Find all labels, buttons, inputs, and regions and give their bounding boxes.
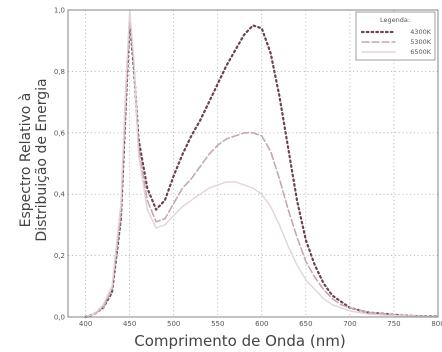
series-layer xyxy=(84,9,440,319)
y-tick-label: 1,0 xyxy=(54,7,65,15)
y-tick-label: 0,4 xyxy=(54,191,66,199)
x-tick-label: 650 xyxy=(299,320,312,328)
y-axis-title-line-2: Distribuição de Energia xyxy=(34,78,50,241)
x-tick-label: 750 xyxy=(387,320,400,328)
y-tick-label: 0,8 xyxy=(54,68,65,76)
x-tick-label: 500 xyxy=(167,320,180,328)
legend-items: 4300K 5300K 6500K xyxy=(360,28,432,56)
legend-label-4300K: 4300K xyxy=(410,28,432,36)
y-axis-title: Espectro Relativo à Distribuição de Ener… xyxy=(18,78,50,241)
legend: Legenda: 4300K 5300K 6500K xyxy=(355,11,436,61)
legend-label-6500K: 6500K xyxy=(410,48,432,56)
y-tick-labels: 0,0 0,2 0,4 0,6 0,8 1,0 xyxy=(54,7,66,322)
y-tick-label: 0,0 xyxy=(54,314,65,322)
y-tick-label: 0,2 xyxy=(54,252,65,260)
x-tick-label: 600 xyxy=(255,320,268,328)
grid xyxy=(68,10,438,317)
y-axis-title-line-1: Espectro Relativo à xyxy=(18,93,34,228)
x-axis-title: Comprimento de Onda (nm) xyxy=(134,332,345,350)
x-tick-label: 400 xyxy=(79,320,92,328)
plot-frame xyxy=(67,9,439,318)
x-tick-label: 450 xyxy=(123,320,136,328)
x-tick-label: 800 xyxy=(431,320,442,328)
legend-title: Legenda: xyxy=(380,16,410,24)
series-line-6500K xyxy=(84,9,439,318)
x-tick-label: 700 xyxy=(343,320,356,328)
legend-label-5300K: 5300K xyxy=(410,38,432,46)
y-tick-label: 0,6 xyxy=(54,129,66,137)
x-tick-label: 550 xyxy=(211,320,224,328)
x-tick-labels: 400 450 500 550 600 650 700 750 800 xyxy=(79,320,442,328)
